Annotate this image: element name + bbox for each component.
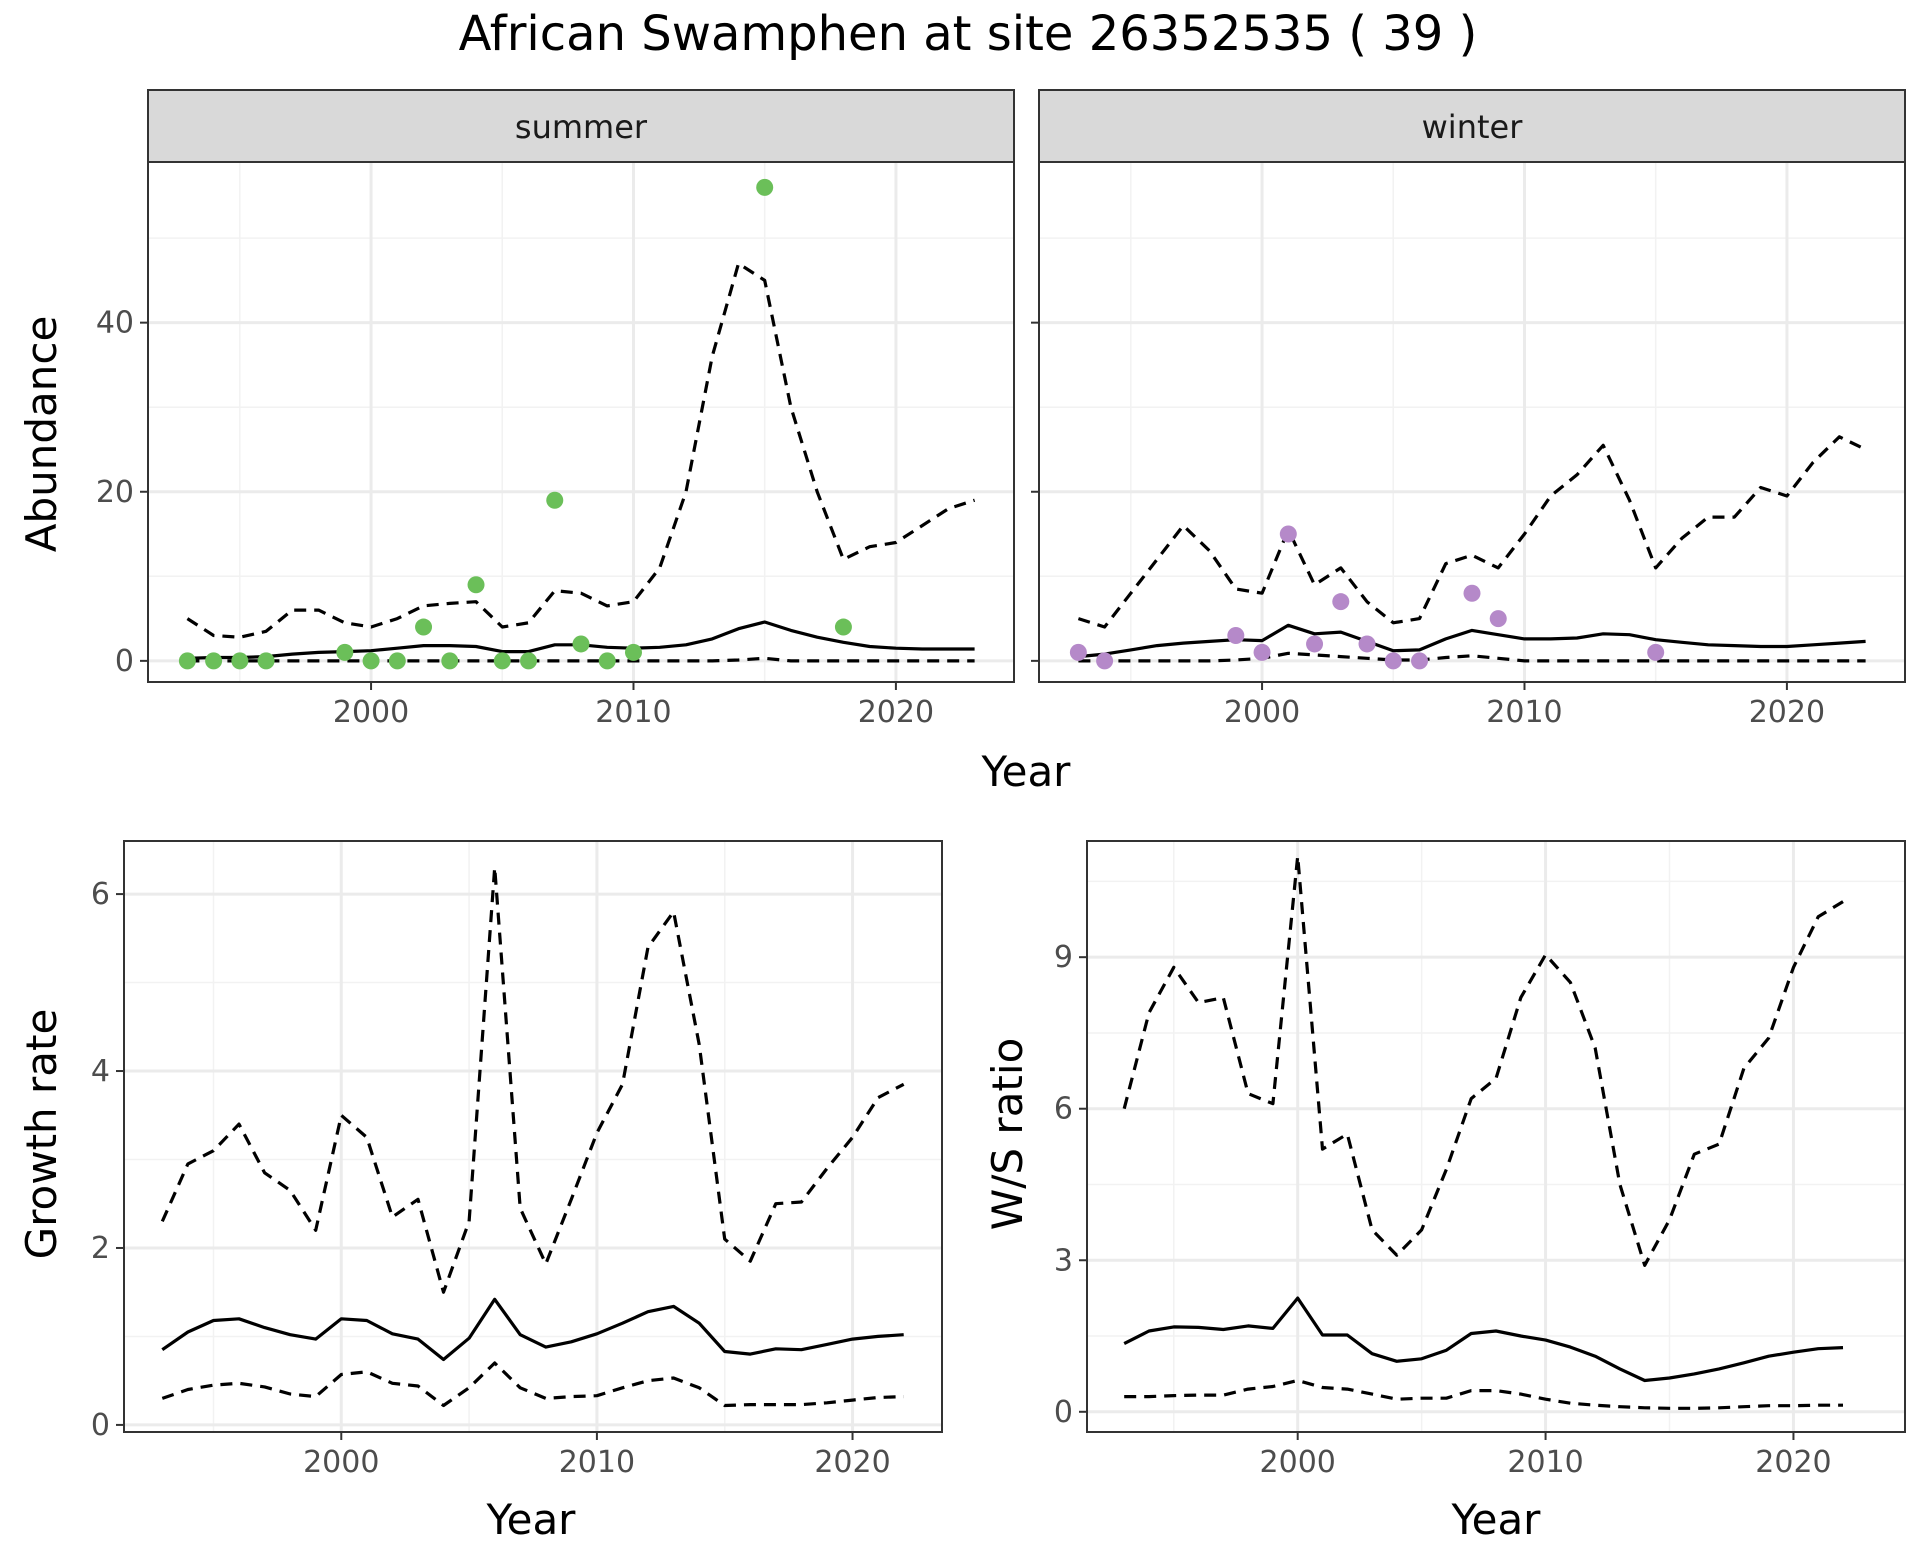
data-point-winter-7 bbox=[1358, 635, 1376, 653]
x-tick-label: 2010 bbox=[1507, 1445, 1583, 1480]
plot-winter: 2000 2010 2020 bbox=[1031, 161, 1906, 730]
facet-summer: summer 2000 2010 2020 0 20 40 bbox=[96, 89, 1015, 730]
x-axis-title-growth: Year bbox=[486, 1495, 577, 1544]
series-line-ws-solid-0 bbox=[1123, 1296, 1844, 1383]
x-tick-label: 2000 bbox=[1260, 1445, 1336, 1480]
y-axis-title-ws: W/S ratio bbox=[983, 1038, 1032, 1231]
data-point-winter-10 bbox=[1463, 584, 1481, 602]
y-tick-label: 4 bbox=[91, 1054, 110, 1089]
data-point-summer-0 bbox=[178, 652, 196, 670]
x-tick-label: 2000 bbox=[303, 1445, 379, 1480]
series-line-winter-dashed-1 bbox=[1077, 435, 1867, 629]
y-tick-label: 20 bbox=[96, 475, 134, 510]
data-point-summer-14 bbox=[598, 652, 616, 670]
y-tick-label: 0 bbox=[1054, 1395, 1073, 1430]
panel-background bbox=[148, 162, 1014, 682]
data-point-summer-13 bbox=[572, 635, 590, 653]
series-line-winter-dashed-2 bbox=[1078, 651, 1866, 663]
data-point-winter-9 bbox=[1411, 652, 1429, 670]
x-tick-label: 2010 bbox=[595, 695, 671, 730]
x-tick-label: 2020 bbox=[814, 1445, 890, 1480]
x-axis-title-ws: Year bbox=[1451, 1495, 1542, 1544]
data-point-winter-12 bbox=[1647, 643, 1665, 661]
abundance-facets: summer 2000 2010 2020 0 20 40 winter 2000 2010… bbox=[17, 89, 1906, 796]
y-axis-title-abundance: Abundance bbox=[17, 316, 66, 553]
x-tick-label: 2020 bbox=[1755, 1445, 1831, 1480]
data-point-winter-1 bbox=[1096, 652, 1114, 670]
data-point-summer-17 bbox=[834, 618, 852, 636]
y-axis-title-growth: Growth rate bbox=[17, 1009, 66, 1260]
panel-background bbox=[1039, 162, 1905, 682]
data-point-summer-7 bbox=[415, 618, 433, 636]
facet-winter: winter 2000 2010 2020 bbox=[1031, 89, 1906, 730]
data-point-summer-5 bbox=[362, 652, 380, 670]
x-tick-label: 2000 bbox=[333, 695, 409, 730]
series-line-growth-solid-0 bbox=[161, 1297, 904, 1362]
x-tick-label: 2020 bbox=[1749, 695, 1825, 730]
y-tick-label: 6 bbox=[1054, 1092, 1073, 1127]
data-point-winter-2 bbox=[1227, 626, 1245, 644]
y-tick-label: 2 bbox=[91, 1231, 110, 1266]
y-tick-label: 3 bbox=[1054, 1243, 1073, 1278]
data-point-summer-1 bbox=[205, 652, 223, 670]
data-point-summer-2 bbox=[231, 652, 249, 670]
series-line-summer-dashed-1 bbox=[186, 261, 976, 639]
series-line-winter-solid-0 bbox=[1078, 623, 1866, 659]
panel-background bbox=[124, 841, 942, 1432]
data-point-winter-6 bbox=[1332, 593, 1350, 611]
data-point-summer-3 bbox=[257, 652, 275, 670]
panel-background bbox=[1087, 841, 1905, 1432]
y-tick-label: 0 bbox=[115, 644, 134, 679]
panel-border bbox=[147, 161, 1015, 683]
data-point-winter-0 bbox=[1069, 643, 1087, 661]
series-line-ws-dashed-1 bbox=[1122, 854, 1844, 1267]
plot-growth: 2000 2010 2020 0 2 4 6 bbox=[91, 840, 943, 1480]
y-tick-label: 6 bbox=[91, 877, 110, 912]
series-line-growth-dashed-2 bbox=[161, 1361, 904, 1408]
chart-title: African Swamphen at site 26352535 ( 39 ) bbox=[459, 6, 1478, 62]
data-point-summer-4 bbox=[336, 643, 354, 661]
data-point-summer-15 bbox=[624, 643, 642, 661]
data-point-summer-8 bbox=[441, 652, 459, 670]
x-tick-label: 2010 bbox=[559, 1445, 635, 1480]
x-tick-label: 2010 bbox=[1486, 695, 1562, 730]
series-line-summer-dashed-2 bbox=[187, 656, 975, 663]
x-tick-label: 2000 bbox=[1224, 695, 1300, 730]
strip-label-summer: summer bbox=[515, 108, 648, 146]
series-line-ws-dashed-2 bbox=[1124, 1378, 1843, 1410]
data-point-winter-3 bbox=[1253, 643, 1271, 661]
data-point-winter-5 bbox=[1306, 635, 1324, 653]
y-tick-label: 40 bbox=[96, 306, 134, 341]
ws-ratio-chart: 2000 2010 2020 0 3 6 9 W/S ratio Year bbox=[983, 840, 1906, 1544]
data-point-summer-16 bbox=[756, 178, 774, 196]
data-point-summer-10 bbox=[493, 652, 511, 670]
data-point-summer-9 bbox=[467, 576, 485, 594]
data-point-winter-8 bbox=[1384, 652, 1402, 670]
strip-label-winter: winter bbox=[1422, 108, 1524, 146]
growth-rate-chart: 2000 2010 2020 0 2 4 6 Growth rate Year bbox=[17, 840, 943, 1544]
data-point-winter-4 bbox=[1279, 525, 1297, 543]
strip-summer-bg bbox=[147, 89, 1015, 163]
y-tick-label: 9 bbox=[1054, 940, 1073, 975]
panel-border bbox=[123, 840, 943, 1433]
panel-border bbox=[1086, 840, 1906, 1433]
plot-summer: 2000 2010 2020 0 20 40 bbox=[96, 161, 1015, 730]
data-point-summer-12 bbox=[546, 491, 564, 509]
strip-winter-bg bbox=[1038, 89, 1906, 163]
y-tick-label: 0 bbox=[91, 1408, 110, 1443]
data-point-summer-6 bbox=[388, 652, 406, 670]
data-point-summer-11 bbox=[520, 652, 538, 670]
data-point-winter-11 bbox=[1489, 610, 1507, 628]
panel-border bbox=[1038, 161, 1906, 683]
plot-ws: 2000 2010 2020 0 3 6 9 bbox=[1054, 840, 1906, 1480]
x-tick-label: 2020 bbox=[858, 695, 934, 730]
series-line-growth-dashed-1 bbox=[160, 865, 905, 1294]
x-axis-title-abundance: Year bbox=[981, 747, 1072, 796]
